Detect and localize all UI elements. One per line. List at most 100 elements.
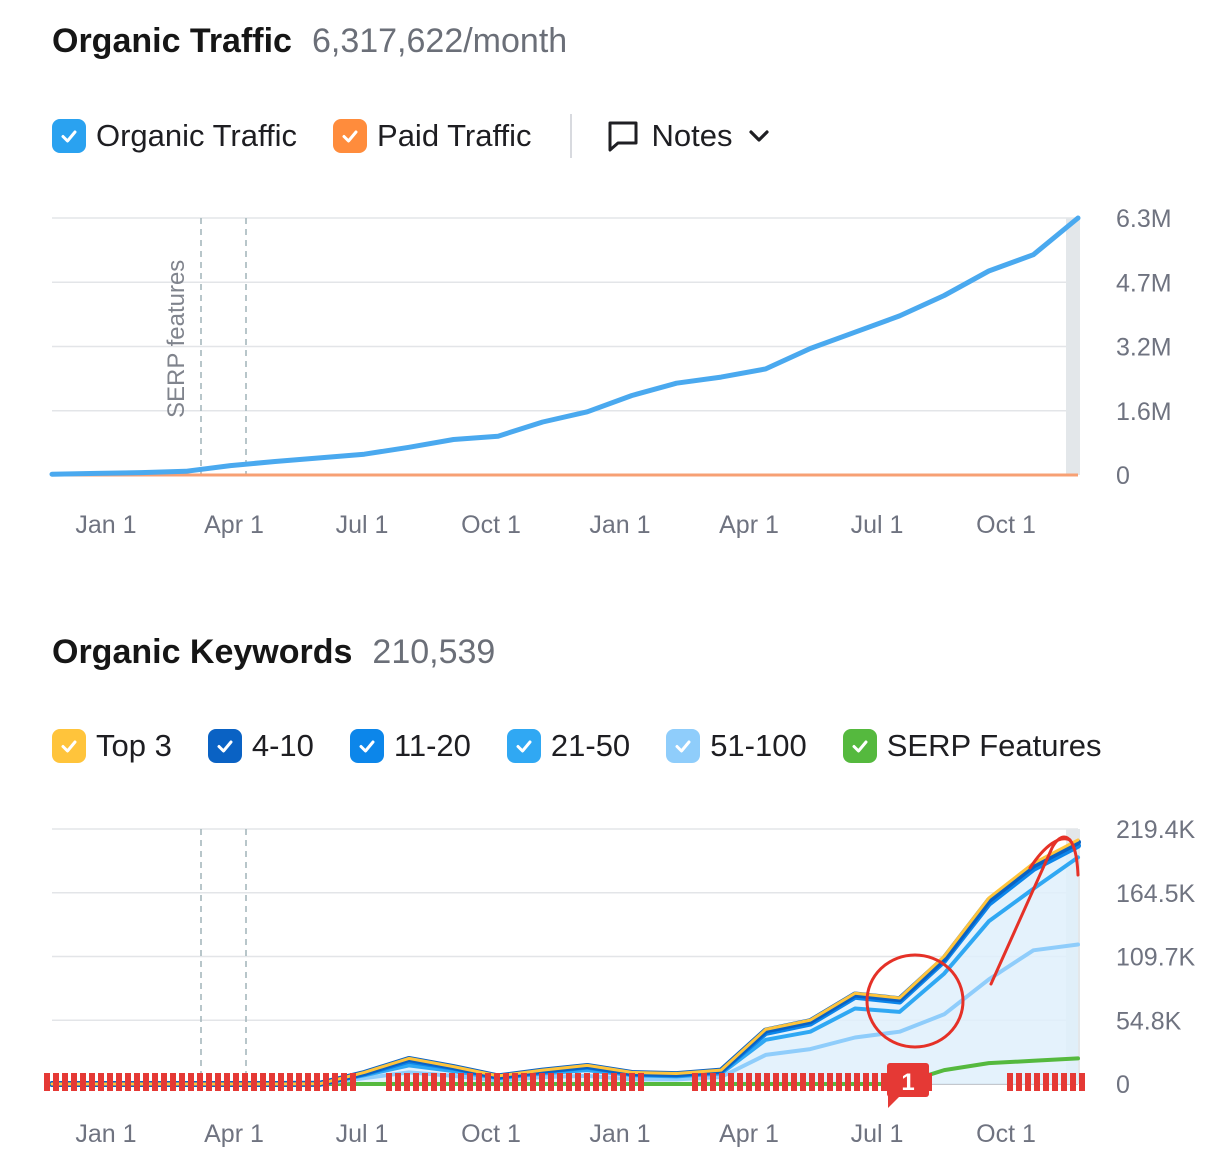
serp-feature-marker xyxy=(260,1073,266,1091)
checkbox-checked-icon[interactable] xyxy=(666,729,701,763)
serp-feature-marker xyxy=(332,1073,338,1091)
serp-feature-marker xyxy=(116,1073,122,1091)
serp-feature-marker xyxy=(1052,1073,1058,1091)
serp-feature-marker xyxy=(512,1073,518,1091)
notes-dropdown[interactable]: Notes xyxy=(606,118,773,154)
serp-feature-marker xyxy=(710,1073,716,1091)
serp-feature-marker xyxy=(737,1073,743,1091)
serp-feature-marker xyxy=(413,1073,419,1091)
legend-top-3[interactable]: Top 3 xyxy=(52,728,172,764)
serp-feature-marker xyxy=(143,1073,149,1091)
serp-feature-marker xyxy=(287,1073,293,1091)
serp-feature-marker xyxy=(593,1073,599,1091)
serp-feature-marker xyxy=(134,1073,140,1091)
serp-feature-marker xyxy=(1043,1073,1049,1091)
serp-feature-marker xyxy=(323,1073,329,1091)
serp-feature-marker xyxy=(503,1073,509,1091)
serp-feature-marker xyxy=(863,1073,869,1091)
x-tick-label: Jul 1 xyxy=(336,1120,389,1148)
legend-51-100[interactable]: 51-100 xyxy=(666,728,807,764)
serp-feature-marker xyxy=(224,1073,230,1091)
serp-feature-marker xyxy=(521,1073,527,1091)
legend-serp-features[interactable]: SERP Features xyxy=(842,728,1102,764)
legend-11-20[interactable]: 11-20 xyxy=(349,728,471,764)
x-tick-label: Oct 1 xyxy=(461,1120,521,1148)
serp-feature-marker xyxy=(458,1073,464,1091)
checkbox-checked-icon[interactable] xyxy=(842,729,877,763)
serp-feature-marker xyxy=(314,1073,320,1091)
serp-feature-marker xyxy=(152,1073,158,1091)
serp-feature-marker xyxy=(782,1073,788,1091)
serp-feature-marker xyxy=(215,1073,221,1091)
checkbox-checked-icon[interactable] xyxy=(506,729,541,763)
serp-feature-marker xyxy=(278,1073,284,1091)
serp-feature-marker xyxy=(638,1073,644,1091)
traffic-header: Organic Traffic 6,317,622/month xyxy=(52,22,567,61)
checkbox-checked-icon[interactable] xyxy=(52,119,86,153)
checkbox-checked-icon[interactable] xyxy=(52,729,86,763)
serp-feature-marker xyxy=(485,1073,491,1091)
serp-feature-marker xyxy=(44,1073,50,1091)
serp-feature-marker xyxy=(728,1073,734,1091)
serp-feature-marker xyxy=(611,1073,617,1091)
highlight-circle xyxy=(865,953,965,1049)
legend-paid-traffic[interactable]: Paid Traffic xyxy=(333,118,532,154)
serp-feature-marker xyxy=(602,1073,608,1091)
serp-feature-marker xyxy=(836,1073,842,1091)
serp-feature-marker xyxy=(845,1073,851,1091)
trend-arrow-stroke xyxy=(1028,837,1072,870)
serp-feature-marker xyxy=(476,1073,482,1091)
series-line-top-3 xyxy=(50,838,1080,1086)
comment-icon xyxy=(608,121,638,152)
serp-feature-marker xyxy=(440,1073,446,1091)
checkbox-checked-icon[interactable] xyxy=(333,119,368,153)
serp-feature-marker xyxy=(395,1073,401,1091)
serp-feature-marker xyxy=(827,1073,833,1091)
keywords-title: Organic Keywords xyxy=(52,633,353,671)
serp-feature-marker xyxy=(341,1073,347,1091)
checkbox-checked-icon[interactable] xyxy=(349,729,384,763)
traffic-value: 6,317,622/month xyxy=(311,22,568,60)
x-tick-label: Jul 1 xyxy=(336,511,389,539)
serp-feature-marker xyxy=(854,1073,860,1091)
keywords-legend: Top 3 4-10 11-20 21-50 51-100 SERP Features xyxy=(52,726,1138,766)
y-tick-label: 0 xyxy=(1116,462,1130,490)
serp-feature-marker xyxy=(107,1073,113,1091)
x-tick-label: Jul 1 xyxy=(851,511,904,539)
serp-feature-marker xyxy=(125,1073,131,1091)
serp-feature-marker xyxy=(791,1073,797,1091)
y-tick-label: 4.7M xyxy=(1116,269,1172,297)
serp-feature-marker xyxy=(170,1073,176,1091)
traffic-title: Organic Traffic xyxy=(52,22,292,60)
x-tick-label: Jan 1 xyxy=(75,1120,136,1148)
x-tick-label: Jan 1 xyxy=(589,511,650,539)
serp-feature-marker xyxy=(188,1073,194,1091)
serp-feature-marker xyxy=(251,1073,257,1091)
serp-feature-marker xyxy=(1016,1073,1022,1091)
serp-feature-marker xyxy=(269,1073,275,1091)
checkbox-checked-icon[interactable] xyxy=(207,729,242,763)
note-marker-box xyxy=(887,1063,929,1097)
serp-feature-marker xyxy=(422,1073,428,1091)
notes-label: Notes xyxy=(651,118,733,153)
x-tick-label: Apr 1 xyxy=(719,1120,779,1148)
serp-feature-marker xyxy=(701,1073,707,1091)
serp-feature-marker xyxy=(233,1073,239,1091)
legend-label: SERP Features xyxy=(886,728,1102,763)
x-tick-label: Apr 1 xyxy=(719,511,779,539)
legend-21-50[interactable]: 21-50 xyxy=(506,728,630,764)
x-tick-label: Jul 1 xyxy=(851,1120,904,1148)
legend-4-10[interactable]: 4-10 xyxy=(207,728,314,764)
legend-label: 11-20 xyxy=(393,728,471,763)
serp-feature-marker xyxy=(386,1073,392,1091)
serp-feature-marker xyxy=(197,1073,203,1091)
legend-label: Paid Traffic xyxy=(377,118,532,153)
serp-feature-marker xyxy=(350,1073,356,1091)
serp-feature-marker xyxy=(1079,1073,1085,1091)
serp-feature-marker xyxy=(584,1073,590,1091)
serp-feature-marker xyxy=(872,1073,878,1091)
serp-feature-marker xyxy=(692,1073,698,1091)
legend-organic-traffic[interactable]: Organic Traffic xyxy=(52,118,297,154)
serp-feature-marker xyxy=(773,1073,779,1091)
x-tick-label: Apr 1 xyxy=(204,1120,264,1148)
